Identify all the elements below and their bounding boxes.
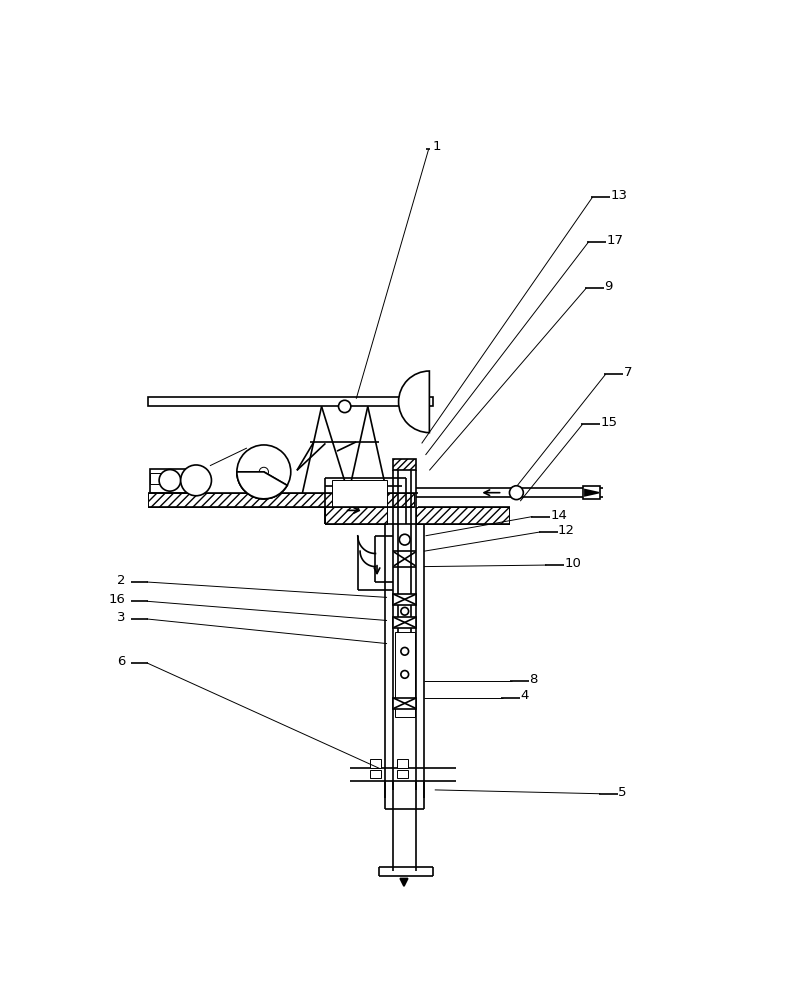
Bar	[397, 770, 408, 778]
Circle shape	[400, 534, 410, 545]
Wedge shape	[237, 472, 288, 499]
Bar	[370, 770, 380, 778]
Circle shape	[159, 470, 181, 491]
Text: 14: 14	[550, 509, 567, 522]
Text: 5: 5	[618, 786, 626, 799]
Text: 4: 4	[520, 689, 529, 702]
Text: 12: 12	[558, 524, 575, 537]
Bar	[332, 480, 387, 523]
Text: 3: 3	[117, 611, 125, 624]
Bar	[418, 392, 428, 400]
Text: 9: 9	[604, 280, 613, 293]
Bar	[395, 632, 415, 717]
Wedge shape	[237, 472, 288, 499]
Bar	[397, 759, 408, 768]
Circle shape	[237, 445, 291, 499]
Circle shape	[181, 465, 211, 496]
Text: 17: 17	[606, 234, 623, 247]
Text: 7: 7	[623, 366, 632, 379]
Circle shape	[400, 607, 409, 615]
Text: 13: 13	[610, 189, 627, 202]
Text: 10: 10	[564, 557, 581, 570]
Text: 16: 16	[108, 593, 125, 606]
Polygon shape	[237, 472, 288, 499]
Bar	[393, 617, 417, 628]
Wedge shape	[399, 371, 429, 433]
Text: 2: 2	[117, 574, 125, 587]
Bar	[148, 493, 414, 507]
Bar	[370, 759, 380, 768]
Circle shape	[400, 671, 409, 678]
Circle shape	[339, 400, 351, 413]
Text: 6: 6	[117, 655, 125, 668]
Polygon shape	[585, 490, 599, 496]
Bar	[393, 698, 417, 709]
Text: 15: 15	[600, 416, 618, 429]
Bar	[417, 507, 509, 524]
Polygon shape	[400, 878, 408, 886]
Bar	[393, 459, 417, 470]
Bar	[583, 486, 600, 499]
Text: 1: 1	[433, 140, 441, 153]
Circle shape	[400, 647, 409, 655]
Polygon shape	[148, 397, 433, 406]
Bar	[418, 402, 428, 410]
Text: 8: 8	[529, 673, 537, 686]
Bar	[325, 507, 387, 524]
Circle shape	[509, 486, 523, 500]
Circle shape	[260, 467, 268, 477]
Bar	[150, 469, 202, 493]
Bar	[150, 473, 165, 484]
Bar	[393, 594, 417, 605]
